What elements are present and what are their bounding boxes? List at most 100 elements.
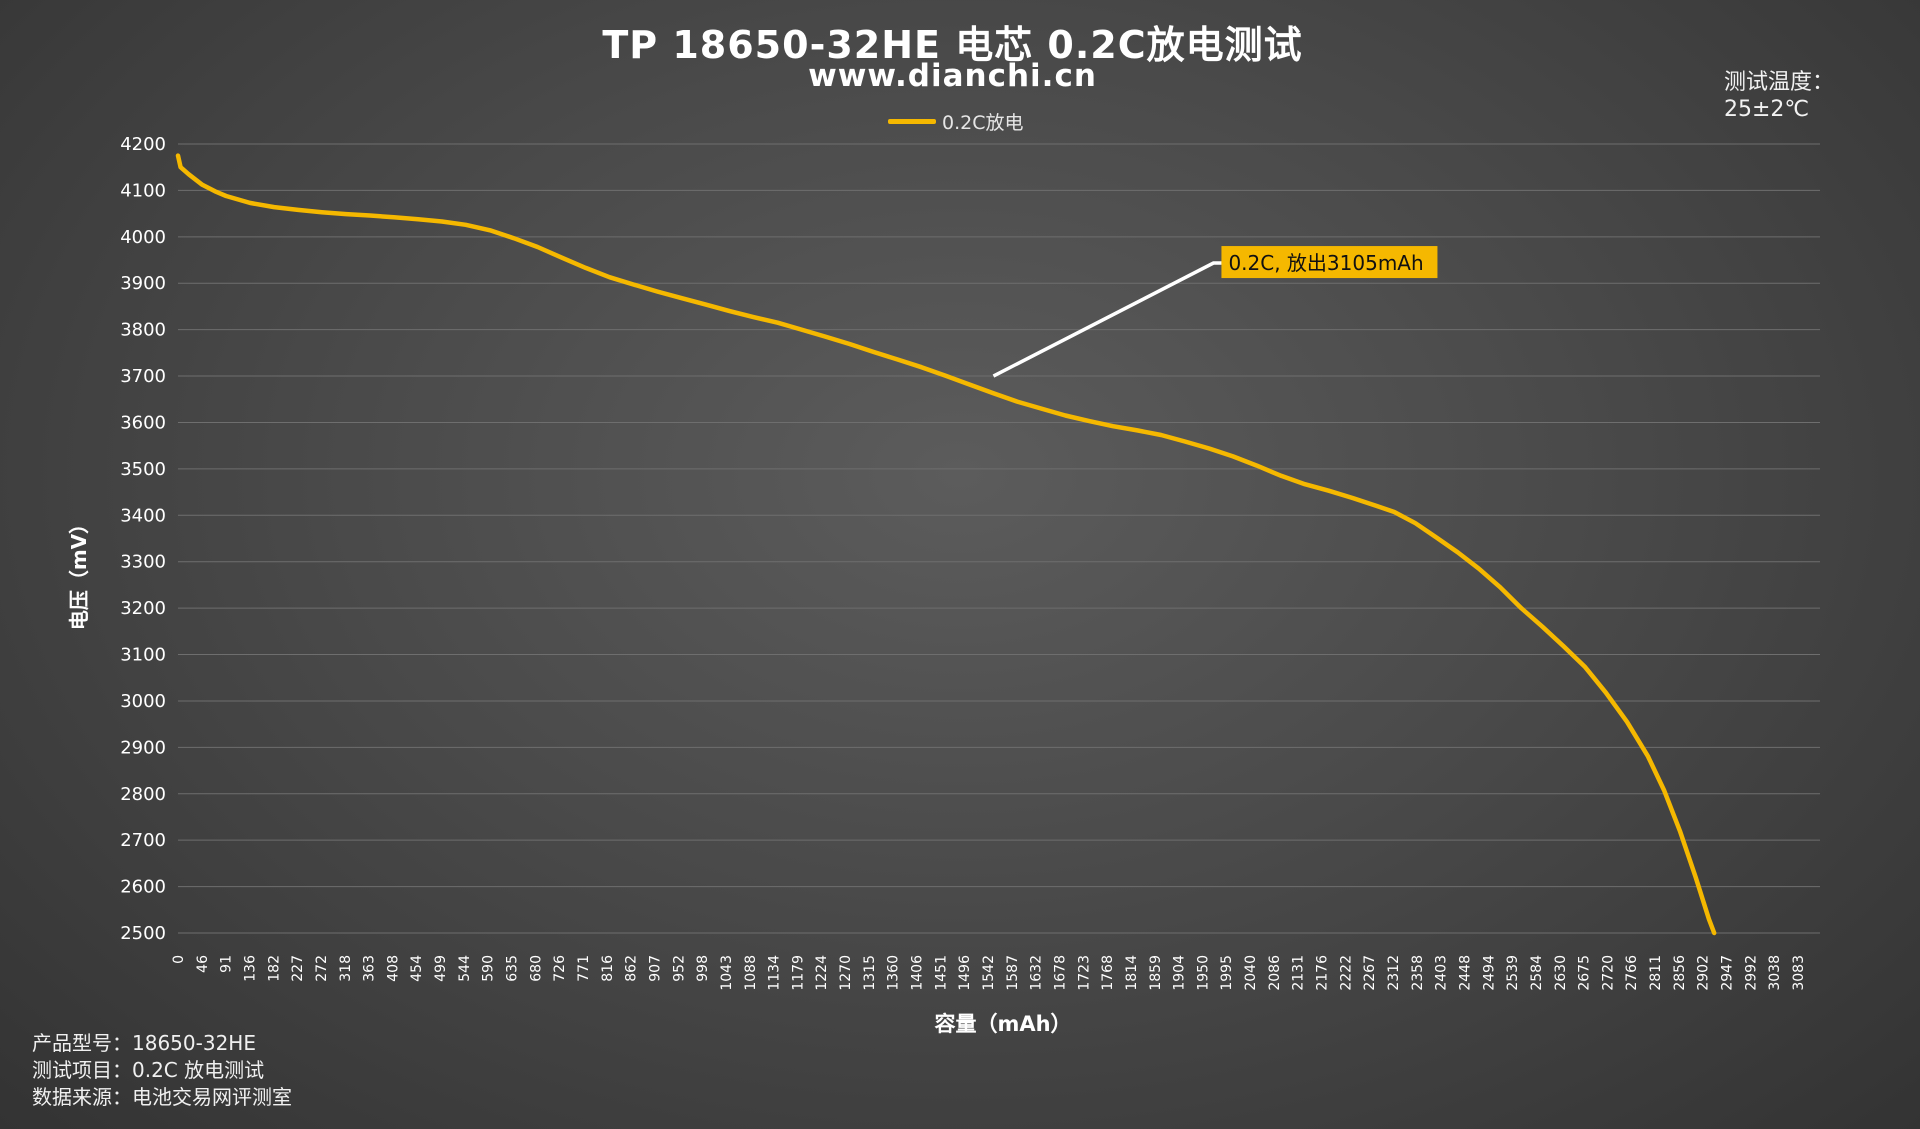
x-tick-label: 2720 — [1600, 955, 1616, 991]
x-tick-label: 2947 — [1720, 955, 1736, 991]
x-tick-label: 1542 — [981, 955, 997, 991]
y-tick-label: 3300 — [120, 552, 166, 573]
x-tick-label: 1859 — [1148, 955, 1164, 991]
y-tick-label: 4100 — [120, 180, 166, 201]
y-tick-label: 4000 — [120, 227, 166, 248]
x-tick-label: 1768 — [1100, 955, 1116, 991]
chart-title: TP 18650-32HE 电芯 0.2C放电测试 — [602, 23, 1303, 67]
x-tick-label: 2584 — [1529, 955, 1545, 991]
x-tick-label: 2902 — [1696, 955, 1712, 991]
x-tick-label: 91 — [219, 955, 235, 973]
y-tick-label: 3500 — [120, 459, 166, 480]
y-axis-label: 电压（mV） — [67, 514, 91, 630]
x-tick-label: 590 — [481, 955, 497, 982]
footer-product-model: 产品型号：18650-32HE — [32, 1031, 256, 1055]
x-tick-label: 635 — [505, 955, 521, 982]
grid — [178, 143, 1820, 934]
x-tick-label: 1360 — [886, 955, 902, 991]
legend-label: 0.2C放电 — [942, 111, 1024, 134]
x-tick-label: 1406 — [910, 955, 926, 991]
x-tick-label: 2222 — [1338, 955, 1354, 991]
annotations: 0.2C, 放出3105mAh — [992, 246, 1438, 378]
x-tick-label: 1270 — [838, 955, 854, 991]
x-tick-label: 2539 — [1505, 955, 1521, 991]
y-tick-label: 3600 — [120, 412, 166, 433]
x-tick-label: 1496 — [957, 955, 973, 991]
temperature-label: 测试温度： — [1724, 70, 1835, 95]
y-tick-label: 2900 — [120, 737, 166, 758]
x-tick-label: 1088 — [743, 955, 759, 991]
x-tick-label: 2131 — [1291, 955, 1307, 991]
x-tick-label: 2358 — [1410, 955, 1426, 991]
x-tick-label: 1995 — [1219, 955, 1235, 991]
x-tick-label: 408 — [385, 955, 401, 982]
x-tick-label: 2176 — [1315, 955, 1331, 991]
x-tick-label: 2630 — [1553, 955, 1569, 991]
x-tick-label: 2086 — [1267, 955, 1283, 991]
x-tick-label: 272 — [314, 955, 330, 982]
x-tick-label: 1224 — [814, 955, 830, 991]
y-tick-label: 2600 — [120, 877, 166, 898]
x-tick-label: 136 — [242, 955, 258, 982]
callout-leader-line — [992, 261, 1222, 378]
x-tick-label: 816 — [600, 955, 616, 982]
x-tick-label: 726 — [552, 955, 568, 982]
x-tick-label: 0 — [171, 955, 187, 964]
y-tick-label: 3800 — [120, 320, 166, 341]
x-tick-label: 2040 — [1243, 955, 1259, 991]
y-axis-ticks: 2500 2600 2700 2800 2900 3000 3100 3200 3300 3400… — [120, 134, 166, 944]
x-tick-label: 182 — [266, 955, 282, 982]
series-line — [175, 153, 1717, 936]
x-tick-label: 771 — [576, 955, 592, 982]
x-tick-label: 227 — [290, 955, 306, 982]
x-tick-label: 544 — [457, 955, 473, 982]
y-tick-label: 3700 — [120, 366, 166, 387]
y-tick-label: 3900 — [120, 273, 166, 294]
x-tick-label: 2675 — [1577, 955, 1593, 991]
chart-subtitle: www.dianchi.cn — [808, 58, 1097, 94]
x-tick-label: 499 — [433, 955, 449, 982]
x-tick-label: 1134 — [767, 955, 783, 991]
footer-test-item: 测试项目：0.2C 放电测试 — [32, 1058, 265, 1082]
y-tick-label: 3200 — [120, 598, 166, 619]
y-tick-label: 2700 — [120, 830, 166, 851]
x-tick-label: 1043 — [719, 955, 735, 991]
y-tick-label: 2800 — [120, 784, 166, 805]
x-tick-label: 998 — [695, 955, 711, 982]
y-tick-label: 2500 — [120, 923, 166, 944]
x-tick-label: 2312 — [1386, 955, 1402, 991]
legend: 0.2C放电 — [888, 110, 1024, 134]
x-tick-label: 1814 — [1124, 955, 1140, 991]
x-tick-label: 952 — [671, 955, 687, 982]
x-tick-label: 2448 — [1457, 955, 1473, 991]
x-tick-label: 1587 — [1005, 955, 1021, 991]
x-tick-label: 454 — [409, 955, 425, 982]
x-tick-label: 1950 — [1195, 955, 1211, 991]
x-tick-label: 2267 — [1362, 955, 1378, 991]
x-tick-label: 318 — [338, 955, 354, 982]
x-tick-label: 1451 — [933, 955, 949, 991]
x-tick-label: 1179 — [790, 955, 806, 991]
x-tick-label: 1632 — [1029, 955, 1045, 991]
x-tick-label: 1723 — [1076, 955, 1092, 991]
x-tick-label: 3083 — [1791, 955, 1807, 991]
x-tick-label: 2766 — [1624, 955, 1640, 991]
x-tick-label: 2811 — [1648, 955, 1664, 991]
x-tick-label: 3038 — [1767, 955, 1783, 991]
y-tick-label: 3100 — [120, 645, 166, 666]
x-tick-label: 363 — [362, 955, 378, 982]
x-tick-label: 2494 — [1481, 955, 1497, 991]
temperature-value: 25±2℃ — [1724, 97, 1810, 122]
y-tick-label: 3000 — [120, 691, 166, 712]
footer-data-source: 数据来源：电池交易网评测室 — [32, 1085, 292, 1109]
x-tick-label: 2403 — [1434, 955, 1450, 991]
x-tick-label: 862 — [624, 955, 640, 982]
x-tick-label: 1315 — [862, 955, 878, 991]
x-tick-label: 1678 — [1052, 955, 1068, 991]
series — [175, 153, 1717, 936]
x-axis-ticks: 0 46 91 136 182 227 272 318 363 408 454 499 544 590 63… — [171, 955, 1807, 991]
callout-box: 0.2C, 放出3105mAh — [1221, 246, 1438, 279]
y-tick-label: 4200 — [120, 134, 166, 155]
x-tick-label: 907 — [647, 955, 663, 982]
